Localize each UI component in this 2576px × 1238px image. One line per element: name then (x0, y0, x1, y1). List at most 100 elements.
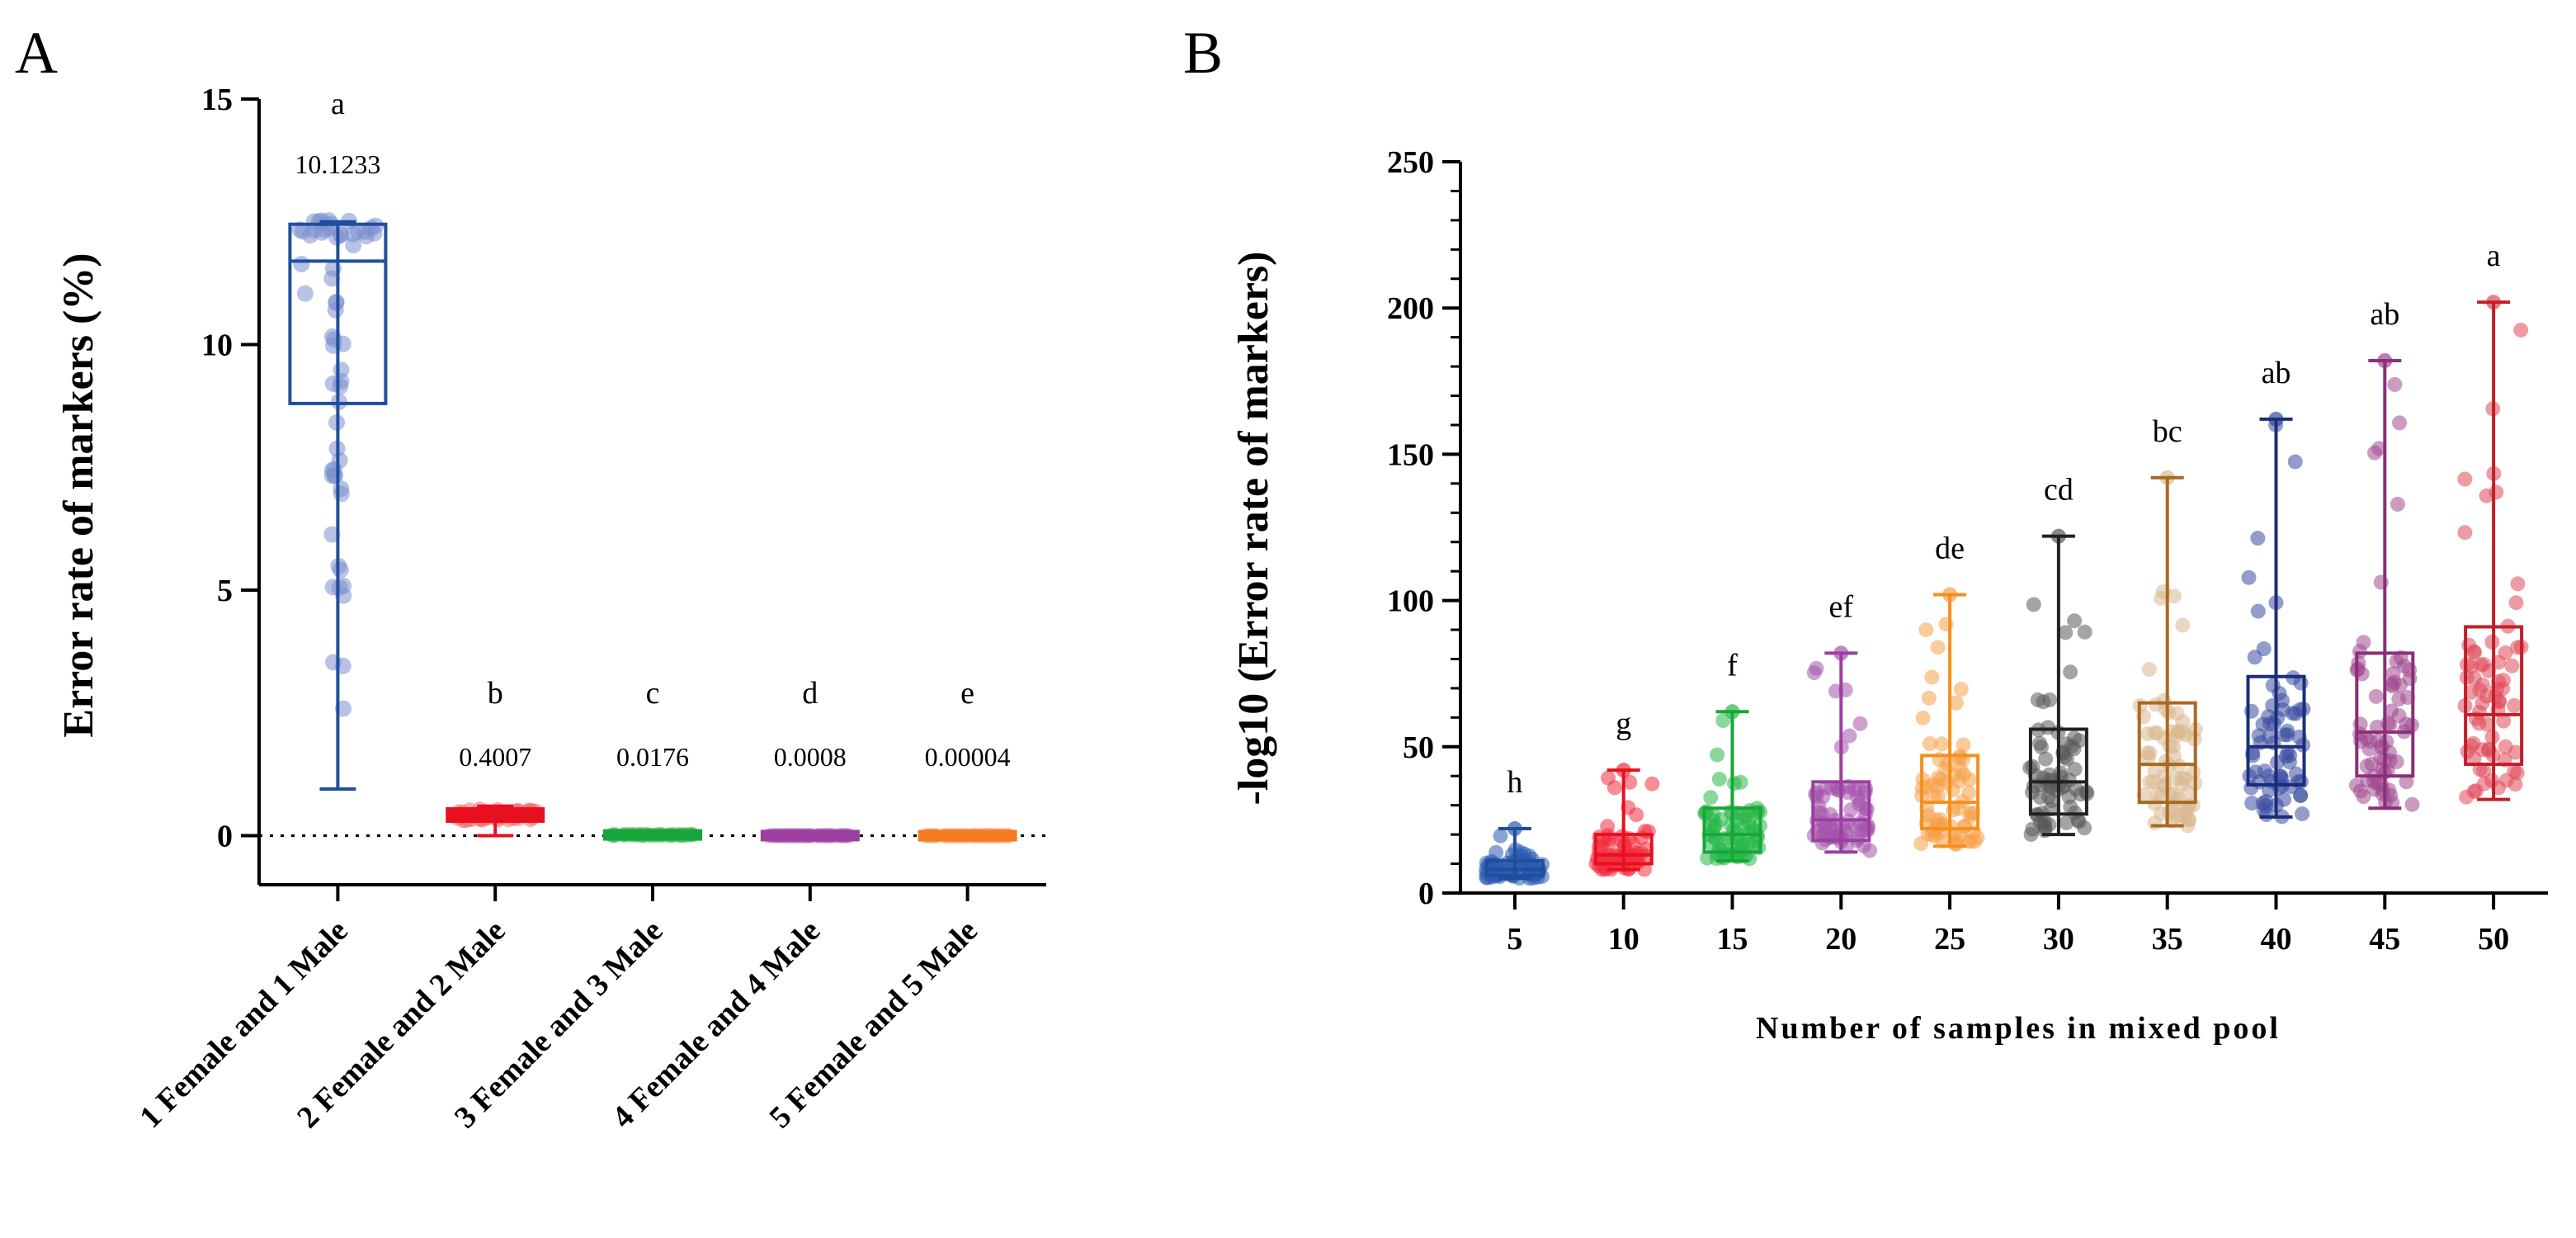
panel-b-data-point (2285, 706, 2300, 721)
panel-b-data-point (2457, 525, 2473, 541)
panel-b-letter: B (1183, 20, 1223, 86)
panel-b-data-point (2248, 764, 2263, 780)
panel-b-data-point (2356, 635, 2371, 650)
panel-b-data-point (1706, 807, 1721, 823)
panel-a-y-tick-label: 5 (217, 574, 233, 608)
panel-b-data-point (2182, 812, 2197, 828)
panel-b-data-point (2026, 597, 2041, 612)
panel-b-data-point (1629, 807, 1644, 823)
panel-b-data-point (1806, 665, 1822, 681)
panel-b-significance-letter: ab (2370, 297, 2399, 332)
panel-a-box (288, 222, 388, 405)
panel-b-data-point (2077, 820, 2092, 836)
panel-b-data-point (1946, 802, 1961, 818)
panel-b-data-point (2036, 694, 2051, 710)
panel-b-data-point (1842, 728, 1857, 744)
panel-b-data-point (2508, 595, 2524, 611)
panel-b-data-point (2250, 603, 2266, 619)
panel-b-data-point (2243, 703, 2259, 719)
panel-b-data-point (1512, 844, 1528, 860)
panel-b-data-point (2387, 376, 2403, 392)
panel-b-data-point (2392, 415, 2408, 431)
panel-b-data-point (2399, 774, 2414, 790)
panel-a-mean-label: 0.0008 (774, 742, 847, 772)
panel-b-data-point (2356, 789, 2371, 805)
panel-b-data-point (2489, 484, 2504, 500)
panel-b-significance-letter: h (1507, 765, 1522, 800)
panel-b-data-point (2064, 739, 2079, 754)
panel-b-data-point (2250, 531, 2266, 546)
panel-b-data-point (1816, 818, 1832, 834)
panel-b-box (1593, 833, 1654, 866)
panel-b-x-tick-label: 30 (2043, 922, 2074, 957)
panel-b-y-tick-label: 100 (1387, 584, 1434, 619)
panel-b-data-point (2368, 688, 2384, 704)
panel-b-data-point (2370, 776, 2385, 791)
panel-b-data-point (1961, 772, 1977, 787)
panel-b-data-point (1815, 789, 1831, 805)
panel-b-data-point (2258, 807, 2274, 823)
panel-b-data-point (2371, 441, 2387, 456)
panel-b-data-point (1640, 824, 1656, 839)
panel-b-data-point (2262, 729, 2277, 744)
panel-a-significance-letter: a (331, 87, 345, 121)
panel-b-data-point (2166, 588, 2182, 604)
panel-b-data-point (2295, 806, 2310, 822)
panel-a-y-tick-label: 10 (201, 328, 233, 363)
panel-b-significance-letter: bc (2153, 414, 2182, 449)
panel-b-data-point (2077, 624, 2092, 640)
panel-b-data-point (1601, 770, 1616, 786)
panel-b-data-point (1934, 736, 1950, 752)
panel-b-data-point (2498, 773, 2514, 788)
panel-b-data-point (2059, 815, 2074, 830)
panel-b-data-point (1644, 776, 1660, 791)
panel-b-data-point (2255, 716, 2271, 732)
panel-b-data-point (1726, 776, 1742, 791)
panel-b-y-tick-label: 50 (1403, 730, 1434, 765)
panel-b-x-tick-label: 20 (1825, 922, 1857, 957)
panel-b-data-point (2154, 590, 2169, 606)
panel-a-significance-letter: c (646, 676, 660, 711)
panel-b-data-point (2464, 659, 2479, 674)
panel-b-data-point (1851, 782, 1866, 797)
panel-b-data-point (2508, 744, 2523, 760)
panel-b-data-point (1961, 785, 1977, 801)
panel-b-data-point (2147, 815, 2163, 831)
panel-b-data-point (2283, 779, 2299, 795)
panel-b-x-tick-label: 10 (1608, 922, 1639, 957)
panel-b-box (2464, 625, 2524, 767)
panel-a-mean-label: 0.00004 (925, 742, 1011, 772)
panel-a-data-point (323, 270, 341, 287)
panel-b-data-point (2504, 658, 2520, 673)
panel-b-data-point (1921, 690, 1937, 706)
panel-b-data-point (1918, 622, 1934, 638)
panel-b-data-point (1622, 774, 1638, 790)
panel-b-data-point (2274, 771, 2290, 787)
panel-b-data-point (2467, 645, 2483, 660)
panel-a-data-point (345, 237, 362, 254)
panel-b-data-point (1737, 820, 1753, 835)
panel-b-data-point (2509, 765, 2525, 781)
panel-b-data-point (1956, 737, 1971, 753)
panel-b-x-tick-label: 25 (1934, 922, 1965, 957)
panel-b-box (2355, 651, 2415, 778)
panel-b-y-tick-label: 0 (1418, 877, 1434, 911)
panel-b-data-point (1711, 771, 1727, 787)
panel-b-data-point (2063, 664, 2078, 680)
panel-b-box (1811, 780, 1871, 843)
panel-a-significance-letter: e (960, 676, 974, 711)
panel-b-significance-letter: cd (2044, 473, 2074, 508)
panel-b-data-point (2476, 776, 2492, 791)
panel-b-data-point (2140, 745, 2155, 761)
panel-b-data-point (2404, 796, 2420, 812)
panel-b-box (2028, 727, 2088, 816)
panel-b-data-point (2244, 796, 2260, 811)
panel-b-data-point (1924, 669, 1940, 685)
panel-b-data-point (2241, 569, 2257, 585)
panel-b-data-point (2386, 674, 2402, 690)
panel-a-data-point (296, 285, 314, 302)
panel-b-x-tick-label: 15 (1717, 922, 1748, 957)
panel-a-letter: A (15, 20, 58, 86)
panel-b-box (2137, 701, 2197, 805)
panel-b-data-point (1614, 833, 1630, 848)
